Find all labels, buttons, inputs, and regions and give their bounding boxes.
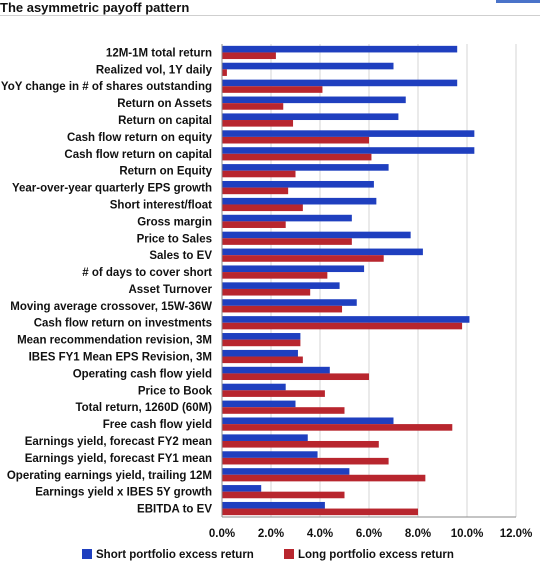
bar-long <box>222 86 323 93</box>
legend-swatch-long <box>284 549 294 559</box>
category-label: Return on Equity <box>119 166 212 178</box>
bar-long <box>222 508 418 516</box>
bar-long <box>222 339 301 347</box>
bar-long <box>222 474 426 482</box>
bar-long <box>222 221 286 228</box>
x-tick-label: 10.0% <box>451 528 484 540</box>
bar-short <box>222 180 374 188</box>
bar-long <box>222 204 303 212</box>
bar-short <box>222 434 308 441</box>
bar-short <box>222 62 394 70</box>
category-label: Price to Book <box>138 385 213 397</box>
category-label: Operating earnings yield, trailing 12M <box>7 470 212 482</box>
category-label: Cash flow return on investments <box>34 318 212 330</box>
bar-short <box>222 231 411 239</box>
category-label: Asset Turnover <box>128 284 212 296</box>
category-label: Free cash flow yield <box>103 419 212 431</box>
category-label: Year-over-year quarterly EPS growth <box>12 183 212 195</box>
bar-long <box>222 390 325 397</box>
bar-short <box>222 349 298 357</box>
bar-short <box>222 316 470 323</box>
bar-long <box>222 424 453 431</box>
bar-short <box>222 400 296 408</box>
bar-long <box>222 255 384 262</box>
legend-label-long: Long portfolio excess return <box>298 549 454 561</box>
bar-long <box>222 136 369 144</box>
bar-long <box>222 288 311 296</box>
bar-long <box>222 52 276 60</box>
category-label: Moving average crossover, 15W-36W <box>10 301 212 313</box>
category-label: Realized vol, 1Y daily <box>96 64 213 76</box>
bar-short <box>222 282 340 289</box>
bar-long <box>222 103 284 110</box>
category-label: Return on Assets <box>117 98 212 110</box>
category-label: Earnings yield x IBES 5Y growth <box>35 487 212 499</box>
bar-short <box>222 383 286 391</box>
x-tick-label: 4.0% <box>307 528 333 540</box>
bar-long <box>222 356 303 364</box>
bar-long <box>222 69 227 76</box>
category-label: Short interest/float <box>110 199 212 211</box>
category-label: Operating cash flow yield <box>73 368 212 380</box>
bar-short <box>222 113 399 121</box>
bar-short <box>222 96 406 104</box>
bar-long <box>222 238 352 245</box>
category-label: Sales to EV <box>149 250 212 262</box>
category-label: Cash flow return on equity <box>67 132 213 144</box>
bar-short <box>222 299 357 306</box>
bar-long <box>222 170 296 178</box>
category-label: IBES FY1 Mean EPS Revision, 3M <box>29 352 212 364</box>
bar-long <box>222 407 345 414</box>
bar-short <box>222 333 301 340</box>
bar-long <box>222 305 343 313</box>
bar-short <box>222 501 325 509</box>
bar-short <box>222 79 458 87</box>
bar-short <box>222 468 350 475</box>
bar-short <box>222 45 458 53</box>
bar-short <box>222 451 318 458</box>
title-accent-bar <box>496 0 540 3</box>
bar-short <box>222 485 262 492</box>
bar-long <box>222 153 372 161</box>
category-label: EBITDA to EV <box>137 504 212 516</box>
chart-title: The asymmetric payoff pattern <box>0 0 190 15</box>
bar-short <box>222 164 389 171</box>
bar-short <box>222 366 330 374</box>
category-label: Total return, 1260D (60M) <box>75 402 212 414</box>
x-tick-label: 12.0% <box>500 528 533 540</box>
x-tick-label: 6.0% <box>356 528 382 540</box>
bar-long <box>222 491 345 499</box>
bar-long <box>222 373 369 381</box>
bar-long <box>222 187 289 195</box>
legend-swatch-short <box>82 549 92 559</box>
x-tick-label: 8.0% <box>405 528 431 540</box>
category-label: 12M-1M total return <box>106 47 212 59</box>
bar-short <box>222 130 475 137</box>
category-label: Mean recommendation revision, 3M <box>17 335 212 347</box>
x-tick-label: 2.0% <box>258 528 284 540</box>
category-label: # of days to cover short <box>82 267 212 279</box>
category-label: Earnings yield, forecast FY2 mean <box>25 436 212 448</box>
bar-long <box>222 322 463 330</box>
category-label: Cash flow return on capital <box>64 149 212 161</box>
bar-short <box>222 417 394 425</box>
title-divider <box>0 15 540 16</box>
legend-label-short: Short portfolio excess return <box>96 549 254 561</box>
bar-long <box>222 457 389 465</box>
bar-long <box>222 440 379 448</box>
category-label: Gross margin <box>137 216 212 228</box>
category-label: Earnings yield, forecast FY1 mean <box>25 453 212 465</box>
bar-short <box>222 197 377 205</box>
category-label: YoY change in # of shares outstanding <box>1 81 212 93</box>
bar-short <box>222 214 352 222</box>
bar-short <box>222 147 475 154</box>
bar-short <box>222 248 423 256</box>
bar-long <box>222 120 294 127</box>
x-tick-label: 0.0% <box>209 528 235 540</box>
bar-long <box>222 272 328 279</box>
category-label: Return on capital <box>118 115 212 127</box>
category-label: Price to Sales <box>137 233 212 245</box>
bar-short <box>222 265 365 273</box>
